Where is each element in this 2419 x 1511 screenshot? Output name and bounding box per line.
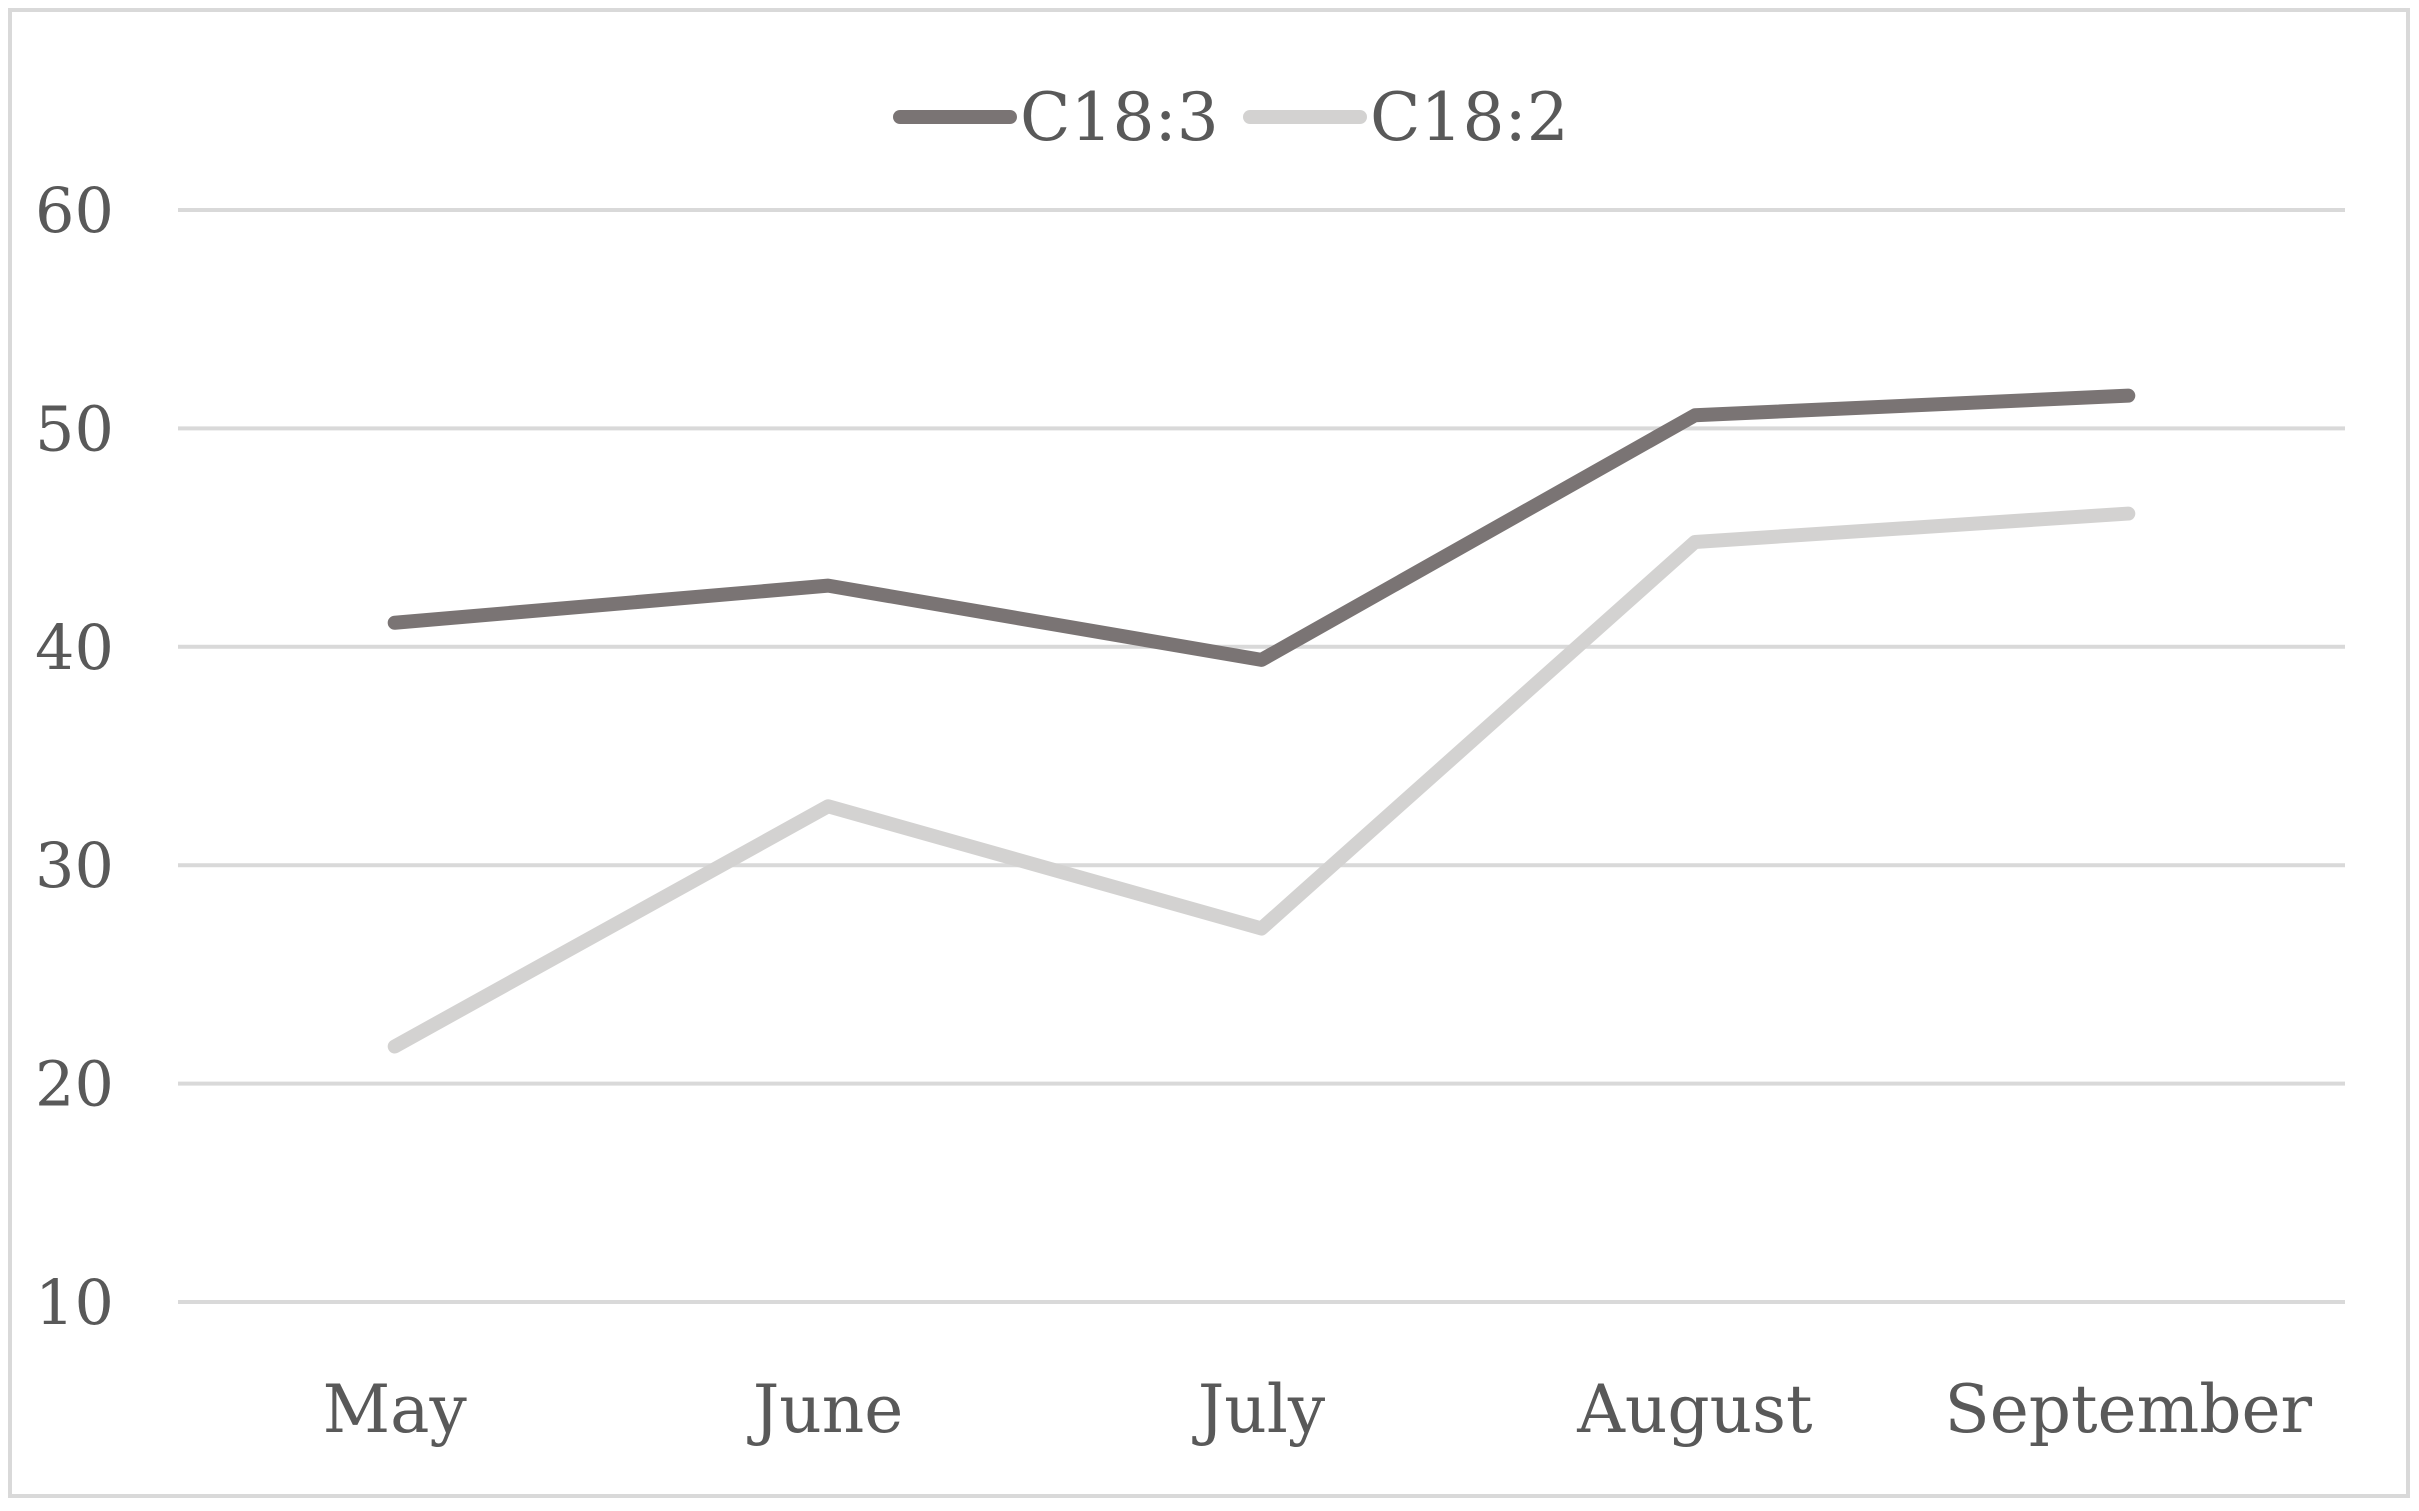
x-category-label: September bbox=[1945, 1371, 2313, 1448]
y-axis-tick-labels: 10 20 30 40 50 60 bbox=[35, 174, 114, 1339]
x-axis-category-labels: May June July August September bbox=[323, 1371, 2313, 1448]
gridlines bbox=[178, 208, 2345, 1304]
y-tick-label: 60 bbox=[35, 174, 114, 247]
series-lines bbox=[387, 388, 2136, 1054]
series-line-1 bbox=[387, 506, 2136, 1054]
x-category-label: August bbox=[1576, 1371, 1812, 1448]
legend-label: C18:3 bbox=[1020, 79, 1219, 156]
legend-label: C18:2 bbox=[1370, 79, 1569, 156]
y-tick-label: 30 bbox=[35, 829, 114, 902]
y-tick-label: 20 bbox=[35, 1048, 114, 1121]
series-line-0 bbox=[387, 388, 2136, 667]
x-category-label: July bbox=[1192, 1371, 1326, 1448]
chart-border bbox=[8, 8, 2410, 1498]
y-tick-label: 40 bbox=[35, 611, 114, 684]
legend: C18:3 C18:2 bbox=[893, 79, 1569, 156]
y-tick-label: 10 bbox=[35, 1266, 114, 1339]
x-category-label: May bbox=[323, 1371, 468, 1448]
y-tick-label: 50 bbox=[35, 392, 114, 465]
x-category-label: June bbox=[747, 1371, 904, 1448]
